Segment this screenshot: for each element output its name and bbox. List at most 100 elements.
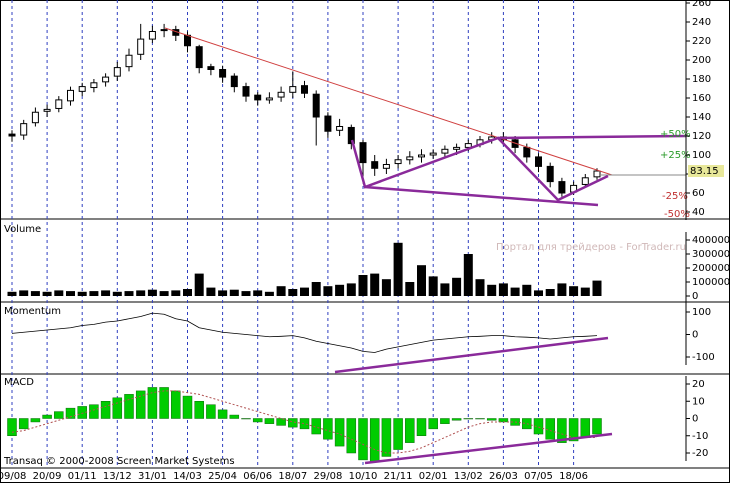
level-label: -25%	[662, 191, 688, 202]
bar	[54, 290, 64, 296]
bar	[545, 418, 555, 440]
candle-body	[429, 152, 437, 156]
y-tick-label: 3000000	[692, 249, 730, 260]
y-tick-label: 0	[692, 414, 698, 425]
panel-title: Volume	[4, 224, 41, 235]
y-tick-label: 2000000	[692, 263, 730, 274]
bar	[229, 289, 239, 296]
watermark: Портал для трейдеров - ForTrader.ru	[496, 242, 686, 253]
bar	[592, 280, 602, 296]
bar	[171, 290, 181, 296]
bar	[428, 276, 438, 296]
bar	[7, 291, 17, 296]
candle-body	[184, 34, 191, 47]
bar	[30, 291, 40, 296]
bar	[206, 404, 216, 419]
panel-title: Momentum	[4, 306, 61, 317]
bar	[405, 282, 415, 296]
bar	[569, 286, 579, 296]
candle-body	[277, 91, 285, 98]
bar	[440, 418, 450, 424]
bar	[112, 397, 123, 419]
bar	[147, 289, 157, 296]
candle-body	[382, 164, 390, 169]
bar	[206, 287, 216, 296]
bar	[159, 387, 169, 419]
bar	[183, 289, 192, 296]
level-label: +25%	[660, 150, 691, 161]
bar	[264, 291, 274, 296]
bar	[358, 418, 368, 461]
candle-body	[254, 94, 262, 101]
y-tick-label: 100	[692, 307, 711, 318]
y-tick-label: 100	[692, 150, 711, 161]
y-tick-label: 0	[692, 330, 698, 341]
bar	[545, 289, 555, 296]
x-tick-label: 14/03	[173, 471, 202, 482]
y-tick-label: 10	[692, 396, 705, 407]
candle-body	[289, 86, 297, 93]
bar	[124, 291, 134, 296]
y-tick-label: 20	[692, 379, 705, 390]
candle-body	[207, 66, 215, 71]
bar	[311, 282, 321, 296]
bar	[89, 404, 99, 419]
bar	[323, 286, 333, 296]
candle-body	[336, 126, 344, 131]
bar	[428, 418, 438, 430]
trend-lines	[164, 27, 687, 465]
bar	[100, 401, 111, 419]
bar	[252, 418, 263, 423]
signal-line	[11, 390, 597, 454]
bar	[89, 291, 99, 296]
y-tick-label: 1000000	[692, 277, 730, 288]
bar	[42, 291, 52, 296]
level-label: -50%	[664, 209, 690, 220]
candle-body	[464, 143, 472, 148]
candle-body	[558, 181, 566, 194]
bar	[393, 418, 403, 450]
y-tick-label: 160	[692, 93, 711, 104]
bar	[335, 284, 345, 296]
candle-body	[371, 161, 379, 169]
y-tick-label: 180	[692, 74, 711, 85]
candle-body	[160, 29, 168, 32]
candle-body	[78, 86, 86, 92]
bar	[19, 290, 29, 296]
bar	[381, 279, 391, 296]
bar	[241, 291, 251, 296]
bar	[475, 418, 485, 420]
bar	[369, 418, 380, 462]
candle-body	[137, 38, 145, 55]
bar	[253, 290, 263, 296]
bar	[358, 275, 368, 296]
bar	[182, 395, 193, 419]
bar	[510, 287, 520, 296]
bar	[568, 418, 579, 442]
bar	[475, 279, 485, 296]
bar	[65, 407, 76, 419]
candle-body	[8, 133, 16, 137]
candle-body	[31, 111, 39, 124]
x-tick-label: 26/03	[489, 471, 518, 482]
candle-body	[418, 154, 425, 158]
line	[11, 312, 598, 353]
bar	[533, 418, 544, 435]
bar	[346, 418, 357, 454]
bar	[440, 283, 450, 296]
bar	[534, 290, 543, 296]
candle-body	[43, 108, 51, 112]
bar	[416, 418, 427, 436]
bar	[54, 411, 64, 419]
level-label: +50%	[660, 129, 691, 140]
bar	[147, 387, 158, 419]
x-tick-label: 13/12	[103, 471, 132, 482]
bar	[452, 277, 462, 296]
y-tick-label: 260	[692, 0, 711, 9]
last-price-box	[688, 165, 724, 178]
bar	[217, 409, 228, 419]
y-tick-label: 40	[692, 207, 705, 218]
bar	[346, 283, 356, 296]
x-tick-label: 20/09	[33, 471, 62, 482]
bar	[288, 418, 298, 428]
